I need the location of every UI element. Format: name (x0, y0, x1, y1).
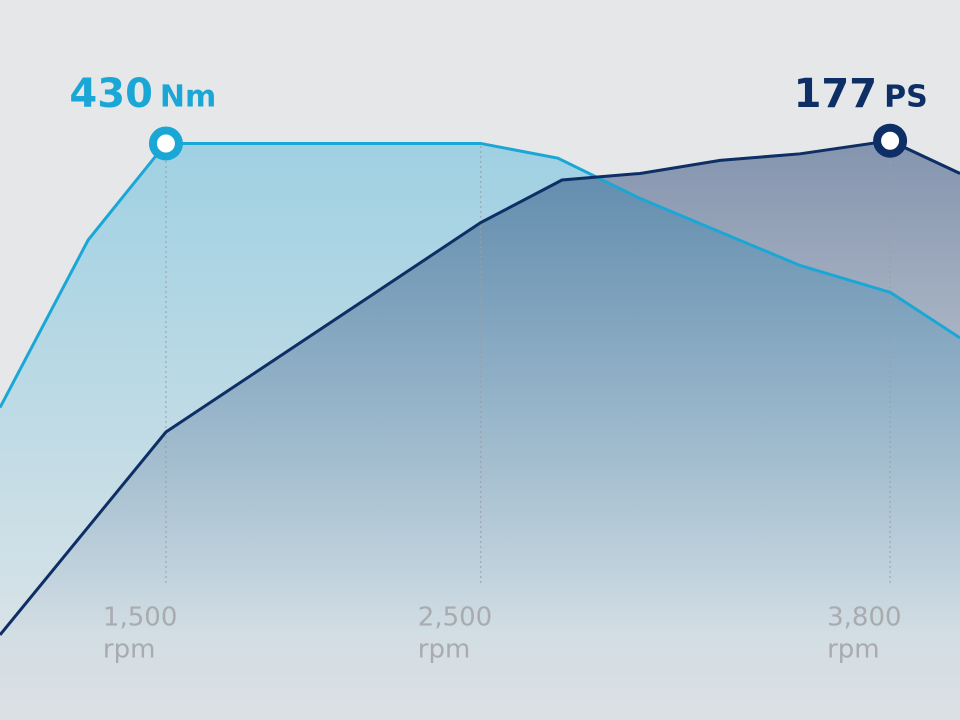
peak-marker (873, 123, 908, 158)
x-unit-label: rpm (827, 635, 880, 665)
peak-marker (148, 126, 183, 161)
area (0, 140, 960, 720)
x-unit-label: rpm (418, 635, 471, 665)
x-tick-label: 2,500 (418, 603, 492, 633)
peak-unit: PS (884, 80, 928, 115)
x-unit-label: rpm (103, 635, 156, 665)
peak-value: 430 (69, 71, 153, 117)
x-tick-label: 3,800 (827, 603, 901, 633)
x-tick-label: 1,500 (103, 603, 177, 633)
line (0, 139, 960, 636)
peak-value: 177 (794, 71, 878, 117)
peak-unit: Nm (160, 80, 216, 115)
